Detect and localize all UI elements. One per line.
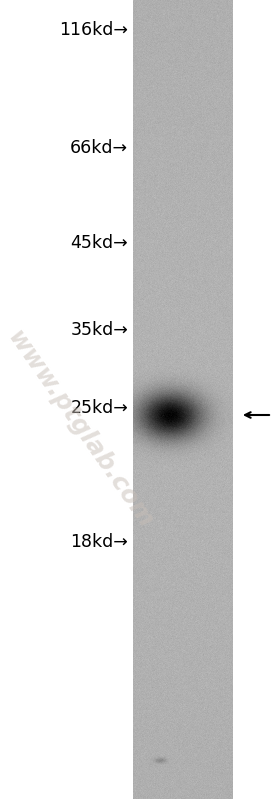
Text: 25kd→: 25kd→ — [70, 399, 128, 417]
Text: 116kd→: 116kd→ — [59, 21, 128, 39]
Text: 45kd→: 45kd→ — [70, 234, 128, 252]
Text: www.ptglab.com: www.ptglab.com — [3, 327, 157, 534]
Text: 66kd→: 66kd→ — [70, 139, 128, 157]
Text: 18kd→: 18kd→ — [70, 533, 128, 551]
Text: 35kd→: 35kd→ — [70, 321, 128, 339]
